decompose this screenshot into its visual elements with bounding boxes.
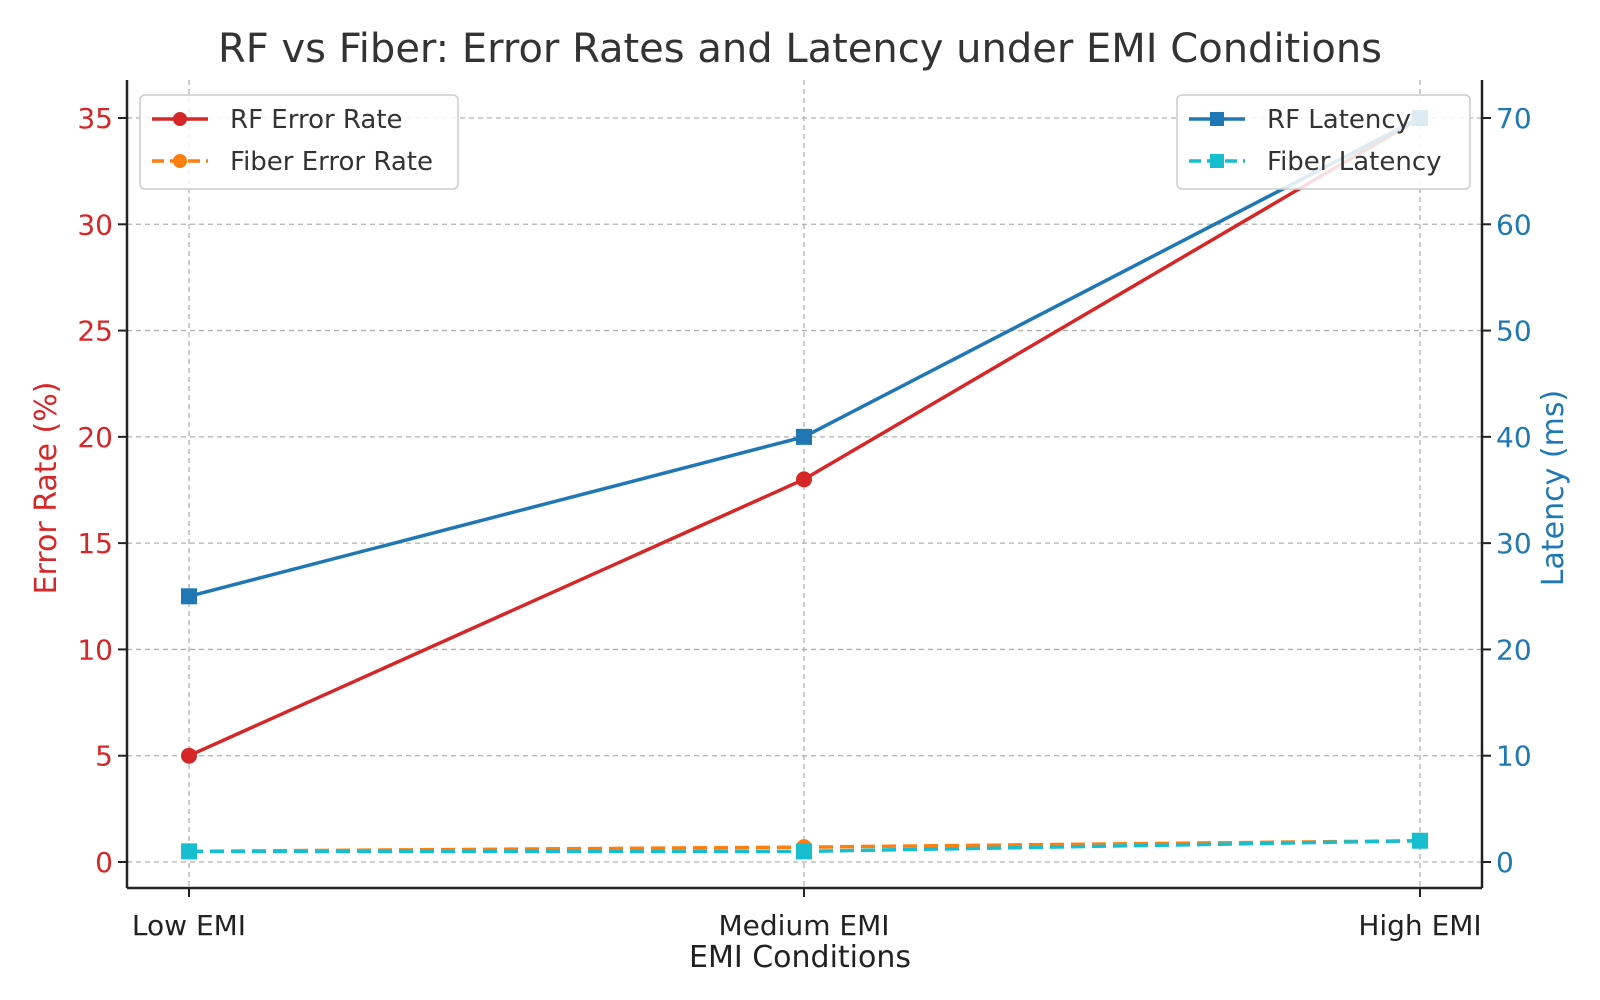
y-left-tick-label: 10 (77, 633, 113, 666)
y-left-axis-label: Error Rate (%) (29, 382, 64, 595)
legend-label: Fiber Error Rate (230, 147, 433, 177)
y-left-tick-label: 25 (77, 315, 113, 348)
y-left-tick-label: 15 (77, 527, 113, 560)
chart-title: RF vs Fiber: Error Rates and Latency und… (218, 26, 1382, 72)
data-point (1412, 832, 1428, 849)
data-point (181, 747, 197, 764)
y-left-tick-label: 0 (95, 846, 113, 879)
y-right-tick-label: 30 (1496, 527, 1532, 560)
legend-swatch-marker (173, 112, 187, 126)
legend-label: RF Error Rate (230, 105, 403, 135)
y-right-tick-label: 50 (1496, 315, 1532, 348)
legend-label: Fiber Latency (1267, 147, 1442, 177)
data-point (796, 471, 812, 488)
y-left-tick-label: 20 (77, 421, 113, 454)
y-right-tick-label: 20 (1496, 633, 1532, 666)
legend-swatch-marker (1210, 112, 1224, 126)
data-point (796, 843, 812, 860)
x-tick-label: High EMI (1358, 909, 1481, 942)
legends: RF Error Rate Fiber Error Rate RF Latency F… (139, 94, 1471, 190)
data-point (181, 843, 197, 860)
x-axis-label: EMI Conditions (689, 940, 911, 975)
y-left-tick-label: 30 (77, 208, 113, 241)
y-right-axis-label: Latency (ms) (1536, 390, 1571, 586)
legend-frame (1176, 94, 1471, 190)
y-right-tick-label: 0 (1496, 846, 1514, 879)
y-right-tick-label: 10 (1496, 740, 1532, 773)
x-tick-label: Low EMI (132, 909, 246, 942)
data-point (181, 588, 197, 605)
legend-frame (139, 94, 459, 190)
legend-label: RF Latency (1267, 105, 1411, 135)
axes: 0 5 10 15 20 25 30 35 0 10 20 30 40 50 60 70 Low EMI Medi… (77, 80, 1532, 942)
legend-swatch-marker (173, 154, 187, 168)
y-left-tick-label: 5 (95, 740, 113, 773)
x-tick-label: Medium EMI (719, 909, 890, 942)
legend-top-right: RF Latency Fiber Latency (1176, 94, 1471, 190)
data-point (796, 428, 812, 445)
legend-swatch-marker (1210, 154, 1224, 168)
series-fiber-latency (181, 832, 1428, 860)
y-right-tick-label: 40 (1496, 421, 1532, 454)
y-right-tick-label: 70 (1496, 102, 1532, 135)
y-left-tick-label: 35 (77, 102, 113, 135)
series-layer (181, 110, 1428, 860)
y-right-tick-label: 60 (1496, 208, 1532, 241)
legend-top-left: RF Error Rate Fiber Error Rate (139, 94, 459, 190)
